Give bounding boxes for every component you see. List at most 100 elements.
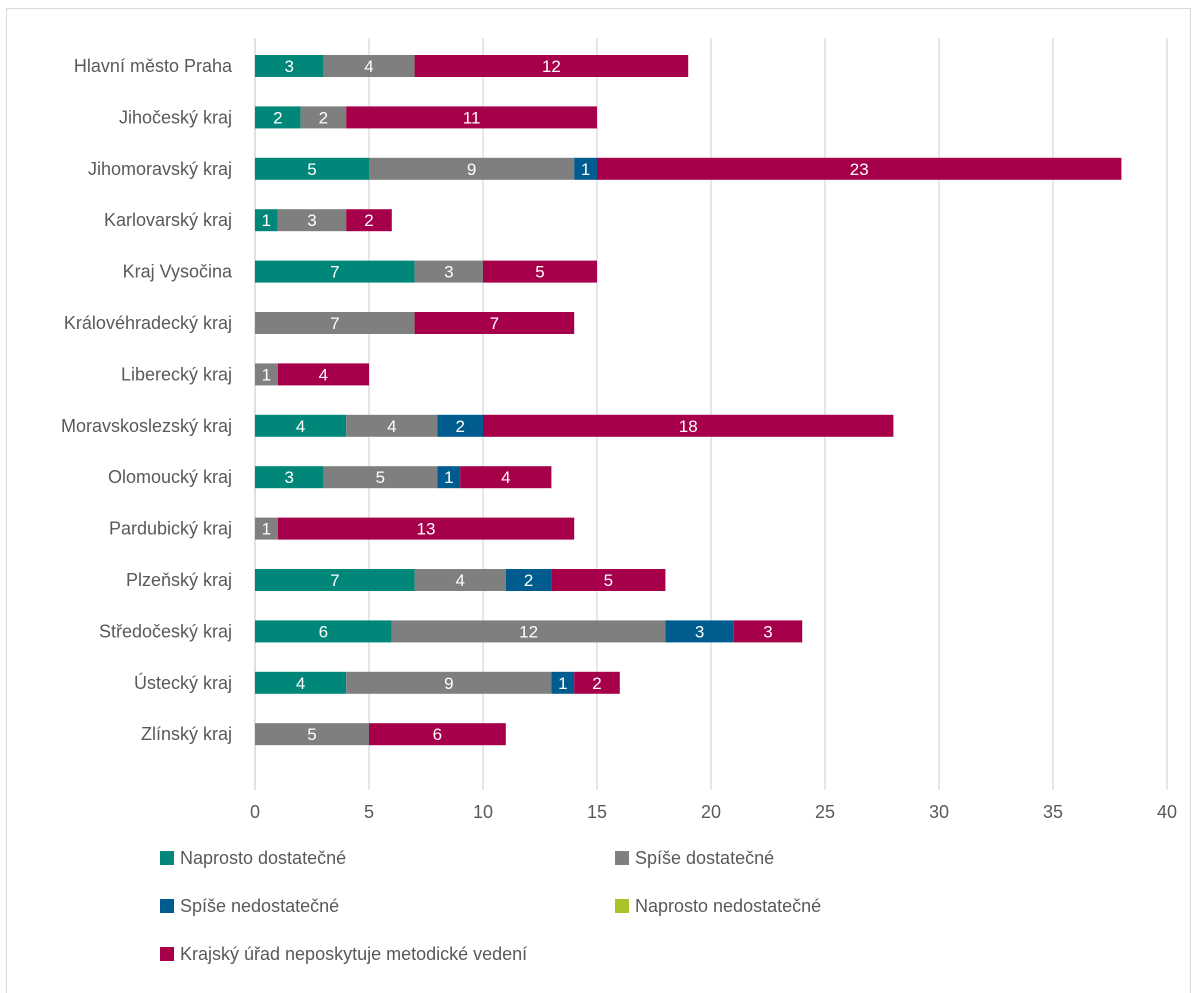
bar-segment (733, 620, 803, 643)
legend: Naprosto dostatečné Spíše dostatečné Spíše… (160, 848, 821, 964)
bar-segment (505, 569, 552, 591)
bar-segment (255, 671, 347, 694)
bar-data-label: 5 (376, 468, 385, 487)
bar-segment (255, 209, 278, 232)
bar-data-label: 1 (262, 211, 271, 230)
category-label: Plzeňský kraj (126, 570, 232, 590)
bar-data-label: 1 (262, 520, 271, 539)
bar-segment (414, 569, 506, 591)
bar-segment (255, 312, 415, 334)
x-axis-tick-labels: 0 5 10 15 20 25 30 35 40 (250, 802, 1177, 822)
legend-swatch (160, 899, 174, 913)
bar-data-label: 11 (463, 108, 481, 127)
category-label: Jihomoravský kraj (88, 159, 232, 179)
bar-segment (255, 620, 392, 643)
legend-swatch (615, 851, 629, 865)
bar-segment (369, 157, 575, 180)
bar-segment (551, 569, 666, 591)
x-tick-label: 0 (250, 802, 260, 822)
bar-segment (277, 517, 575, 540)
bar-data-label: 5 (535, 263, 544, 282)
category-label: Moravskoslezský kraj (61, 416, 232, 436)
bar-data-label: 4 (387, 417, 396, 436)
bar-segment (277, 209, 347, 232)
bar-segment (574, 671, 620, 694)
bar-segment (255, 414, 347, 437)
bar-data-label: 3 (307, 211, 316, 230)
bar-segment (323, 466, 438, 489)
bar-data-label: 13 (417, 520, 436, 539)
bar-data-label: 5 (604, 571, 613, 590)
bar-segment (414, 312, 575, 334)
bar-data-label: 6 (433, 725, 442, 744)
category-label: Ústecký kraj (134, 672, 232, 693)
bar-data-label: 4 (501, 468, 510, 487)
category-label: Hlavní město Praha (74, 56, 233, 76)
bar-data-label: 2 (273, 108, 282, 127)
bar-segment (255, 260, 415, 283)
bar-data-label: 2 (592, 674, 601, 693)
bar-data-label: 6 (319, 622, 328, 641)
x-tick-label: 20 (701, 802, 721, 822)
bar-data-label: 2 (319, 108, 328, 127)
bar-segment (346, 209, 392, 232)
x-tick-label: 15 (587, 802, 607, 822)
category-label: Olomoucký kraj (108, 467, 232, 487)
bar-data-label: 4 (296, 417, 305, 436)
bar-data-label: 7 (490, 314, 499, 333)
bar-segment (255, 157, 369, 180)
category-label: Karlovarský kraj (104, 210, 232, 230)
legend-swatch (160, 851, 174, 865)
bar-data-label: 4 (319, 365, 328, 384)
bar-segment (255, 466, 324, 489)
bar-segment (300, 106, 347, 129)
bar-segment (483, 260, 597, 283)
bar-segment (346, 414, 438, 437)
bar-data-label: 12 (519, 622, 538, 641)
bar-segment (277, 363, 369, 386)
bar-segment (551, 671, 575, 694)
legend-label: Naprosto nedostatečné (635, 896, 821, 916)
x-tick-label: 5 (364, 802, 374, 822)
bar-data-label: 4 (455, 571, 464, 590)
category-label: Jihočeský kraj (119, 107, 232, 127)
bar-data-label: 1 (558, 674, 567, 693)
bar-segment (437, 414, 483, 437)
bar-data-label: 3 (763, 622, 772, 641)
bar-data-label: 3 (284, 468, 293, 487)
bar-segment (323, 55, 415, 77)
bar-data-label: 1 (262, 365, 271, 384)
category-labels: Hlavní město Praha Jihočeský kraj Jihomora… (61, 56, 233, 744)
bar-segment (255, 723, 369, 746)
category-label: Kraj Vysočina (123, 262, 233, 282)
x-tick-label: 40 (1157, 802, 1177, 822)
bar-segment (255, 569, 415, 591)
bar-data-label: 2 (364, 211, 373, 230)
bar-segment (665, 620, 734, 643)
category-label: Královéhradecký kraj (64, 313, 232, 333)
bar-segment (574, 157, 597, 180)
x-tick-label: 25 (815, 802, 835, 822)
bar-data-label: 1 (444, 468, 453, 487)
bar-data-label: 3 (695, 622, 704, 641)
x-tick-label: 30 (929, 802, 949, 822)
bar-data-label: 2 (524, 571, 533, 590)
legend-label: Spíše nedostatečné (180, 896, 339, 916)
bar-segment (460, 466, 552, 489)
bar-data-label: 1 (581, 160, 590, 179)
bar-segment (255, 106, 301, 129)
bar-segment (414, 55, 689, 77)
x-tick-label: 35 (1043, 802, 1063, 822)
bar-data-label: 5 (307, 725, 316, 744)
bar-segment (414, 260, 483, 283)
bars: 3 4 122 2 115 9 1 231 3 27 3 57 71 44 4 2 183 5 1 41 137 4 2 56… (255, 55, 1122, 746)
bar-data-label: 2 (455, 417, 464, 436)
bar-data-label: 7 (330, 571, 339, 590)
legend-label: Krajský úřad neposkytuje metodické veden… (180, 944, 527, 964)
bar-segment (255, 55, 324, 77)
bar-data-label: 3 (284, 57, 293, 76)
bar-data-label: 9 (467, 160, 476, 179)
bar-data-label: 12 (542, 57, 561, 76)
legend-label: Spíše dostatečné (635, 848, 774, 868)
bar-segment (346, 671, 552, 694)
